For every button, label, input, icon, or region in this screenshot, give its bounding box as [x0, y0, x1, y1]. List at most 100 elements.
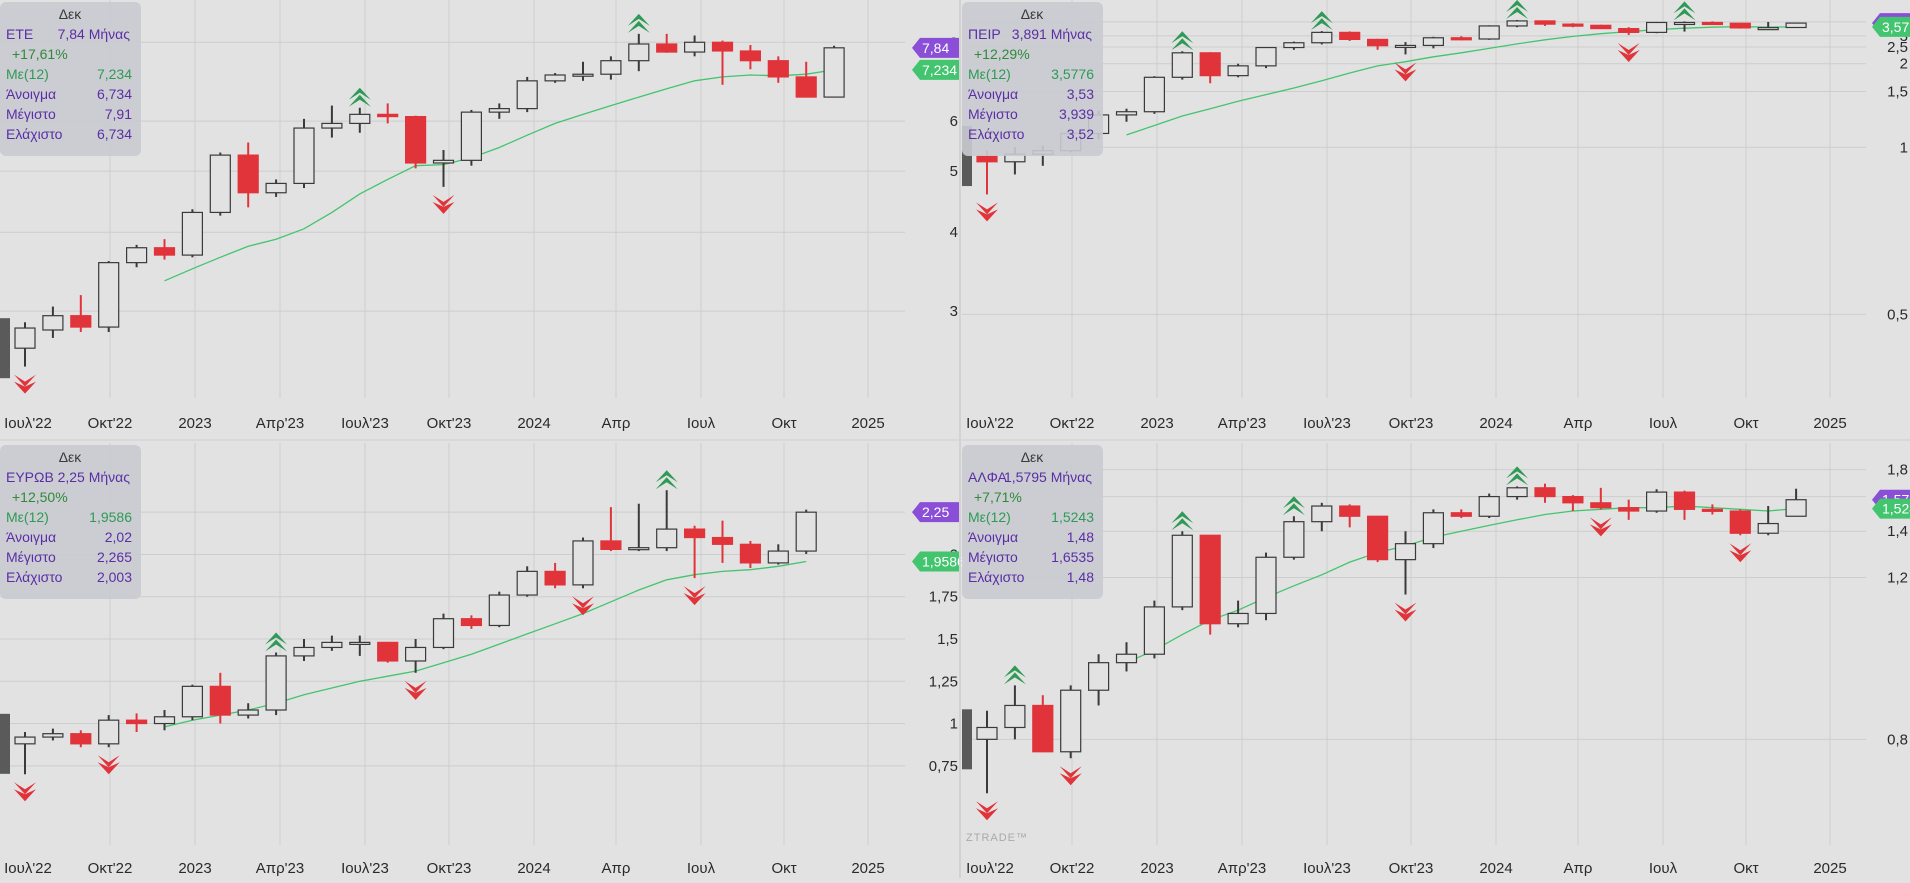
x-tick-label: Ιουλ — [1649, 860, 1678, 877]
candle — [1729, 509, 1751, 536]
sell-signal-icon — [1729, 543, 1752, 563]
candle-body — [1394, 44, 1417, 49]
candle-body — [321, 122, 343, 129]
candle-body — [572, 540, 594, 586]
info-change: +7,71% — [974, 489, 1022, 505]
candle — [1255, 46, 1277, 69]
sell-chevron-top — [572, 596, 594, 609]
info-number: 1,48 — [1067, 529, 1094, 545]
candle-body — [1729, 510, 1751, 534]
sell-chevron-bottom — [976, 209, 998, 222]
candle-body — [1366, 38, 1389, 47]
candle-body — [1339, 31, 1361, 41]
candle-body — [1701, 508, 1724, 512]
candle-body — [600, 540, 622, 550]
candle-body — [1283, 521, 1305, 558]
info-label: Ελάχιστο — [968, 126, 1025, 142]
candle — [976, 710, 998, 794]
candle — [795, 61, 817, 98]
candle — [1199, 534, 1221, 635]
candle-body — [1004, 704, 1026, 729]
partial-candle — [0, 713, 10, 774]
buy-chevron-bottom — [1506, 473, 1529, 486]
candle — [656, 490, 678, 552]
y-tick-label: 2,5 — [1887, 39, 1908, 56]
price-badge-shape — [912, 502, 960, 523]
y-tick-label: 1,5 — [937, 631, 958, 648]
candle-body — [628, 43, 650, 62]
info-period: Δεκ — [59, 6, 83, 22]
ma-line — [164, 560, 807, 728]
candle-body — [628, 547, 650, 551]
candle-body — [460, 111, 482, 161]
candle-body — [209, 685, 231, 716]
buy-signal-icon — [1171, 511, 1194, 531]
candle — [432, 613, 455, 650]
x-tick-label: 2025 — [1813, 860, 1846, 877]
buy-chevron-top — [1171, 511, 1194, 524]
candle-body — [293, 127, 315, 185]
candle-body — [377, 113, 399, 118]
candle — [237, 703, 259, 719]
x-tick-label: Οκτ — [771, 415, 796, 432]
y-tick-label: 1,5 — [1887, 84, 1908, 101]
info-change: +12,29% — [974, 46, 1030, 62]
candle — [1701, 504, 1724, 515]
y-tick-label: 5 — [950, 163, 958, 180]
candle — [739, 540, 762, 568]
candle-body — [1785, 22, 1807, 29]
x-tick-label: Απρ — [1564, 860, 1593, 877]
candle — [739, 45, 762, 70]
candle — [1143, 600, 1166, 659]
candle-body — [265, 655, 287, 711]
candle — [628, 503, 650, 552]
x-tick-label: 2025 — [1813, 415, 1846, 432]
candle — [1757, 506, 1779, 536]
y-tick-label: 4 — [950, 224, 958, 241]
candle — [377, 641, 399, 663]
candle-body — [14, 327, 36, 349]
candle-body — [1283, 42, 1305, 49]
candle — [488, 103, 510, 119]
x-tick-label: Οκτ — [771, 860, 796, 877]
candle-body — [349, 641, 371, 645]
x-tick-label: Απρ — [602, 860, 631, 877]
candle-body — [823, 47, 845, 98]
candle — [98, 715, 120, 748]
sell-chevron-top — [976, 801, 998, 814]
candle — [1227, 600, 1249, 628]
sell-signal-icon — [1589, 517, 1612, 537]
ma-badge-text: 7,234 — [922, 62, 957, 78]
candle-body — [711, 536, 734, 545]
candle — [1534, 483, 1556, 503]
buy-chevron-top — [1506, 0, 1529, 12]
x-tick-label: Οκτ — [1733, 415, 1758, 432]
candle-body — [1534, 487, 1556, 498]
candle — [711, 520, 734, 563]
candle-body — [42, 315, 64, 331]
info-number: 3,5776 — [1051, 66, 1094, 82]
candle — [460, 109, 482, 166]
candle-body — [153, 716, 176, 725]
sell-chevron-top — [14, 374, 36, 387]
candle-body — [1227, 65, 1249, 77]
price-badge: 7,84 — [912, 37, 960, 58]
info-label: Ελάχιστο — [6, 126, 63, 142]
y-tick-label: 1,75 — [929, 589, 958, 606]
candle — [1785, 488, 1807, 517]
candle-body — [1757, 522, 1779, 534]
candle — [1785, 22, 1807, 29]
candle-body — [488, 108, 510, 113]
candle-body — [1087, 662, 1110, 691]
candle-body — [488, 594, 510, 627]
candle-body — [181, 685, 203, 718]
info-label: Με(12) — [6, 66, 49, 82]
candle — [1087, 654, 1110, 706]
ma-line — [164, 69, 835, 282]
candle — [572, 537, 594, 589]
candle-body — [1339, 505, 1361, 517]
x-tick-label: Οκτ — [1733, 860, 1758, 877]
x-tick-label: 2024 — [517, 415, 550, 432]
candle-body — [42, 733, 64, 738]
